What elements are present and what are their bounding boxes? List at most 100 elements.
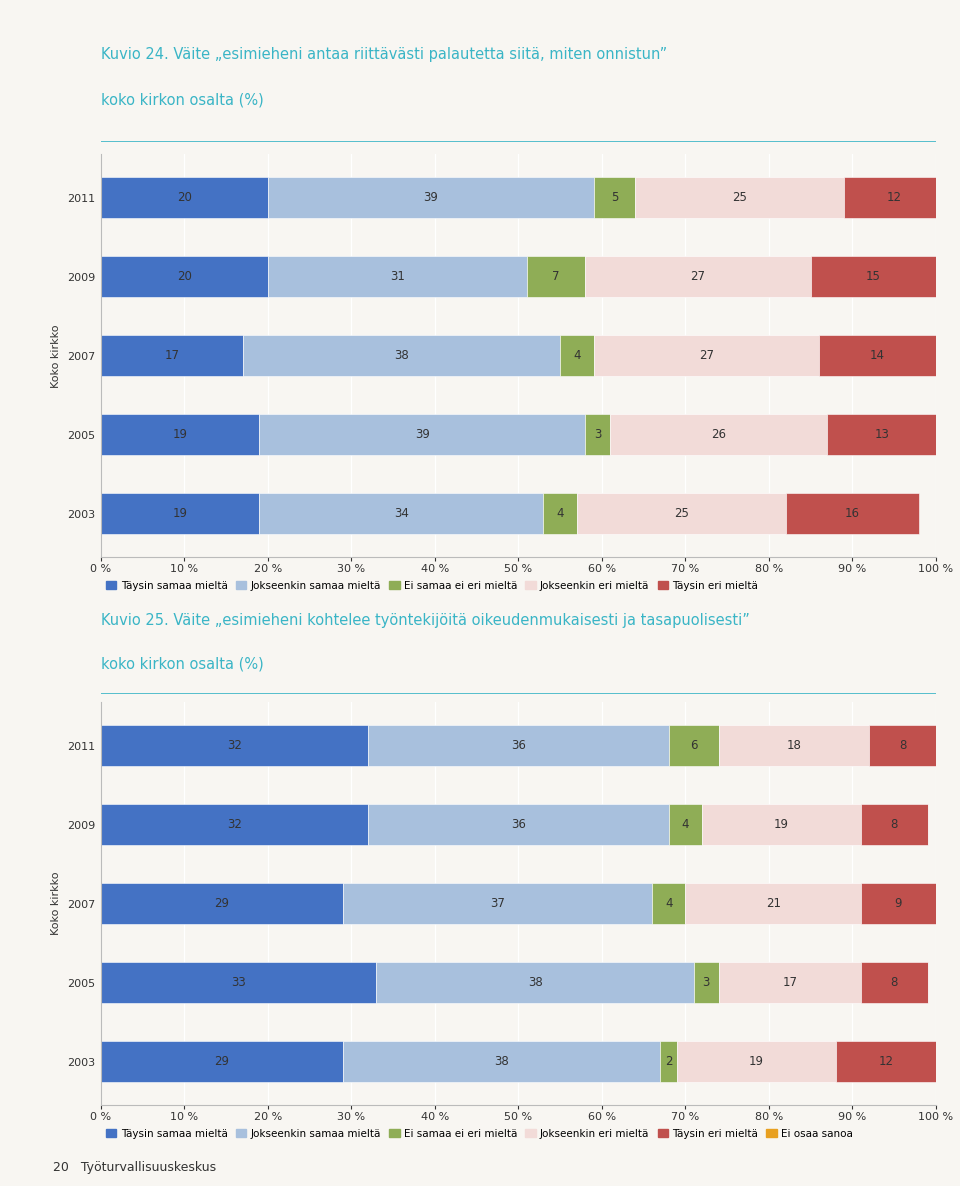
Text: 27: 27 [699, 350, 714, 362]
Bar [677, 1041, 836, 1083]
Bar [861, 884, 936, 924]
Text: 6: 6 [690, 739, 698, 752]
Text: 3: 3 [594, 428, 601, 441]
Text: 19: 19 [173, 508, 187, 521]
Bar [368, 725, 669, 766]
Bar [785, 493, 920, 535]
Text: 4: 4 [573, 350, 581, 362]
Bar [101, 493, 259, 535]
Bar [869, 725, 936, 766]
Bar [259, 414, 586, 455]
Bar [101, 256, 268, 298]
Bar [660, 1041, 677, 1083]
Text: 27: 27 [690, 270, 706, 283]
Bar [101, 804, 368, 846]
Legend: Täysin samaa mieltä, Jokseenkin samaa mieltä, Ei samaa ei eri mieltä, Jokseenkin: Täysin samaa mieltä, Jokseenkin samaa mi… [106, 1129, 852, 1139]
Bar [669, 804, 702, 846]
Bar [101, 1041, 343, 1083]
Text: 4: 4 [682, 818, 689, 831]
Text: 36: 36 [511, 818, 526, 831]
Text: 33: 33 [231, 976, 246, 989]
Text: 19: 19 [749, 1056, 764, 1069]
Text: Kuvio 24. Väite „esimieheni antaa riittävästi palautetta siitä, miten onnistun”: Kuvio 24. Väite „esimieheni antaa riittä… [101, 47, 667, 63]
Text: 25: 25 [732, 191, 747, 204]
Bar [810, 256, 936, 298]
Text: 29: 29 [214, 1056, 229, 1069]
Text: 9: 9 [895, 898, 902, 910]
Text: 2: 2 [665, 1056, 673, 1069]
Bar [685, 884, 861, 924]
Text: 39: 39 [423, 191, 438, 204]
Text: 7: 7 [552, 270, 560, 283]
Bar [719, 962, 861, 1003]
Bar [101, 962, 376, 1003]
Bar [593, 177, 636, 218]
Bar [828, 414, 936, 455]
Text: 15: 15 [866, 270, 880, 283]
Bar [819, 336, 936, 376]
Bar [101, 414, 259, 455]
Text: 18: 18 [786, 739, 802, 752]
Text: koko kirkon osalta (%): koko kirkon osalta (%) [101, 657, 264, 671]
Text: 4: 4 [665, 898, 673, 910]
Bar [101, 336, 243, 376]
Text: 36: 36 [511, 739, 526, 752]
Bar [719, 725, 869, 766]
Text: 8: 8 [891, 976, 898, 989]
Bar [101, 884, 343, 924]
Bar [560, 336, 593, 376]
Bar [836, 1041, 936, 1083]
Text: 3: 3 [703, 976, 710, 989]
Bar [268, 177, 593, 218]
Bar [577, 493, 785, 535]
Bar [593, 336, 819, 376]
Text: 37: 37 [491, 898, 505, 910]
Bar [543, 493, 577, 535]
Y-axis label: Koko kirkko: Koko kirkko [52, 324, 61, 388]
Bar [844, 177, 945, 218]
Bar [376, 962, 694, 1003]
Bar [702, 804, 861, 846]
Text: 4: 4 [557, 508, 564, 521]
Text: 32: 32 [227, 739, 242, 752]
Bar [343, 1041, 660, 1083]
Text: 38: 38 [395, 350, 409, 362]
Text: 20: 20 [177, 191, 192, 204]
Text: 12: 12 [887, 191, 901, 204]
Text: 14: 14 [870, 350, 885, 362]
Bar [861, 962, 927, 1003]
Bar [101, 725, 368, 766]
Bar [694, 962, 719, 1003]
Bar [669, 725, 719, 766]
Text: 31: 31 [390, 270, 405, 283]
Bar [652, 884, 685, 924]
Text: 29: 29 [214, 898, 229, 910]
Text: 20   Työturvallisuuskeskus: 20 Työturvallisuuskeskus [53, 1161, 216, 1174]
Bar [586, 414, 611, 455]
Text: 38: 38 [528, 976, 542, 989]
Text: 19: 19 [774, 818, 789, 831]
Bar [343, 884, 652, 924]
Text: 12: 12 [878, 1056, 894, 1069]
Text: 32: 32 [227, 818, 242, 831]
Text: 13: 13 [875, 428, 889, 441]
Bar [368, 804, 669, 846]
Text: 19: 19 [173, 428, 187, 441]
Bar [259, 493, 543, 535]
Text: 8: 8 [899, 739, 906, 752]
Text: 17: 17 [164, 350, 180, 362]
Text: koko kirkon osalta (%): koko kirkon osalta (%) [101, 93, 264, 108]
Text: 21: 21 [766, 898, 780, 910]
Text: 20: 20 [177, 270, 192, 283]
Bar [243, 336, 561, 376]
Text: 25: 25 [674, 508, 688, 521]
Text: 8: 8 [891, 818, 898, 831]
Text: 34: 34 [394, 508, 409, 521]
Text: 26: 26 [711, 428, 727, 441]
Text: 16: 16 [845, 508, 860, 521]
Text: Kuvio 25. Väite „esimieheni kohtelee työntekijöitä oikeudenmukaisesti ja tasapuo: Kuvio 25. Väite „esimieheni kohtelee työ… [101, 613, 750, 629]
Text: 38: 38 [494, 1056, 509, 1069]
Text: 39: 39 [415, 428, 430, 441]
Bar [861, 804, 927, 846]
Y-axis label: Koko kirkko: Koko kirkko [52, 872, 61, 936]
